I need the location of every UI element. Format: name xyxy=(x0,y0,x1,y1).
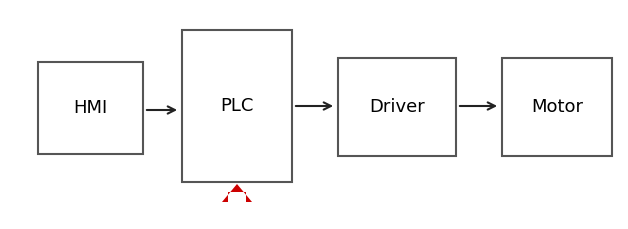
Bar xyxy=(502,58,612,156)
FancyArrow shape xyxy=(222,184,252,202)
Text: HMI: HMI xyxy=(73,99,107,117)
Text: PLC: PLC xyxy=(220,97,254,115)
Bar xyxy=(38,62,143,154)
Bar xyxy=(182,30,292,182)
Bar xyxy=(338,58,456,156)
Text: Motor: Motor xyxy=(531,98,583,116)
Text: Driver: Driver xyxy=(369,98,425,116)
